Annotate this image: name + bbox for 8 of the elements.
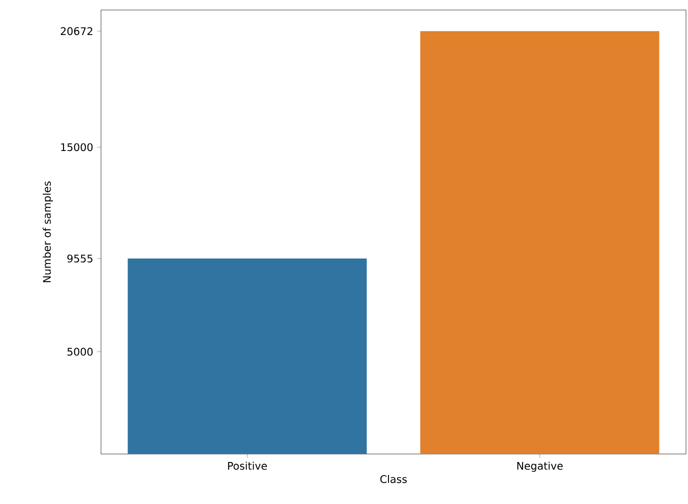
y-axis-title: Number of samples (42, 181, 53, 282)
y-tick-label: 15000 (61, 143, 93, 152)
y-tick-label: 9555 (67, 254, 92, 262)
x-tick-label: Positive (228, 462, 267, 470)
y-tick-label: 20672 (60, 27, 92, 36)
x-tick-label: Negative (517, 462, 563, 472)
x-axis-title: Class (380, 474, 407, 484)
y-tick-label: 5000 (68, 348, 93, 356)
